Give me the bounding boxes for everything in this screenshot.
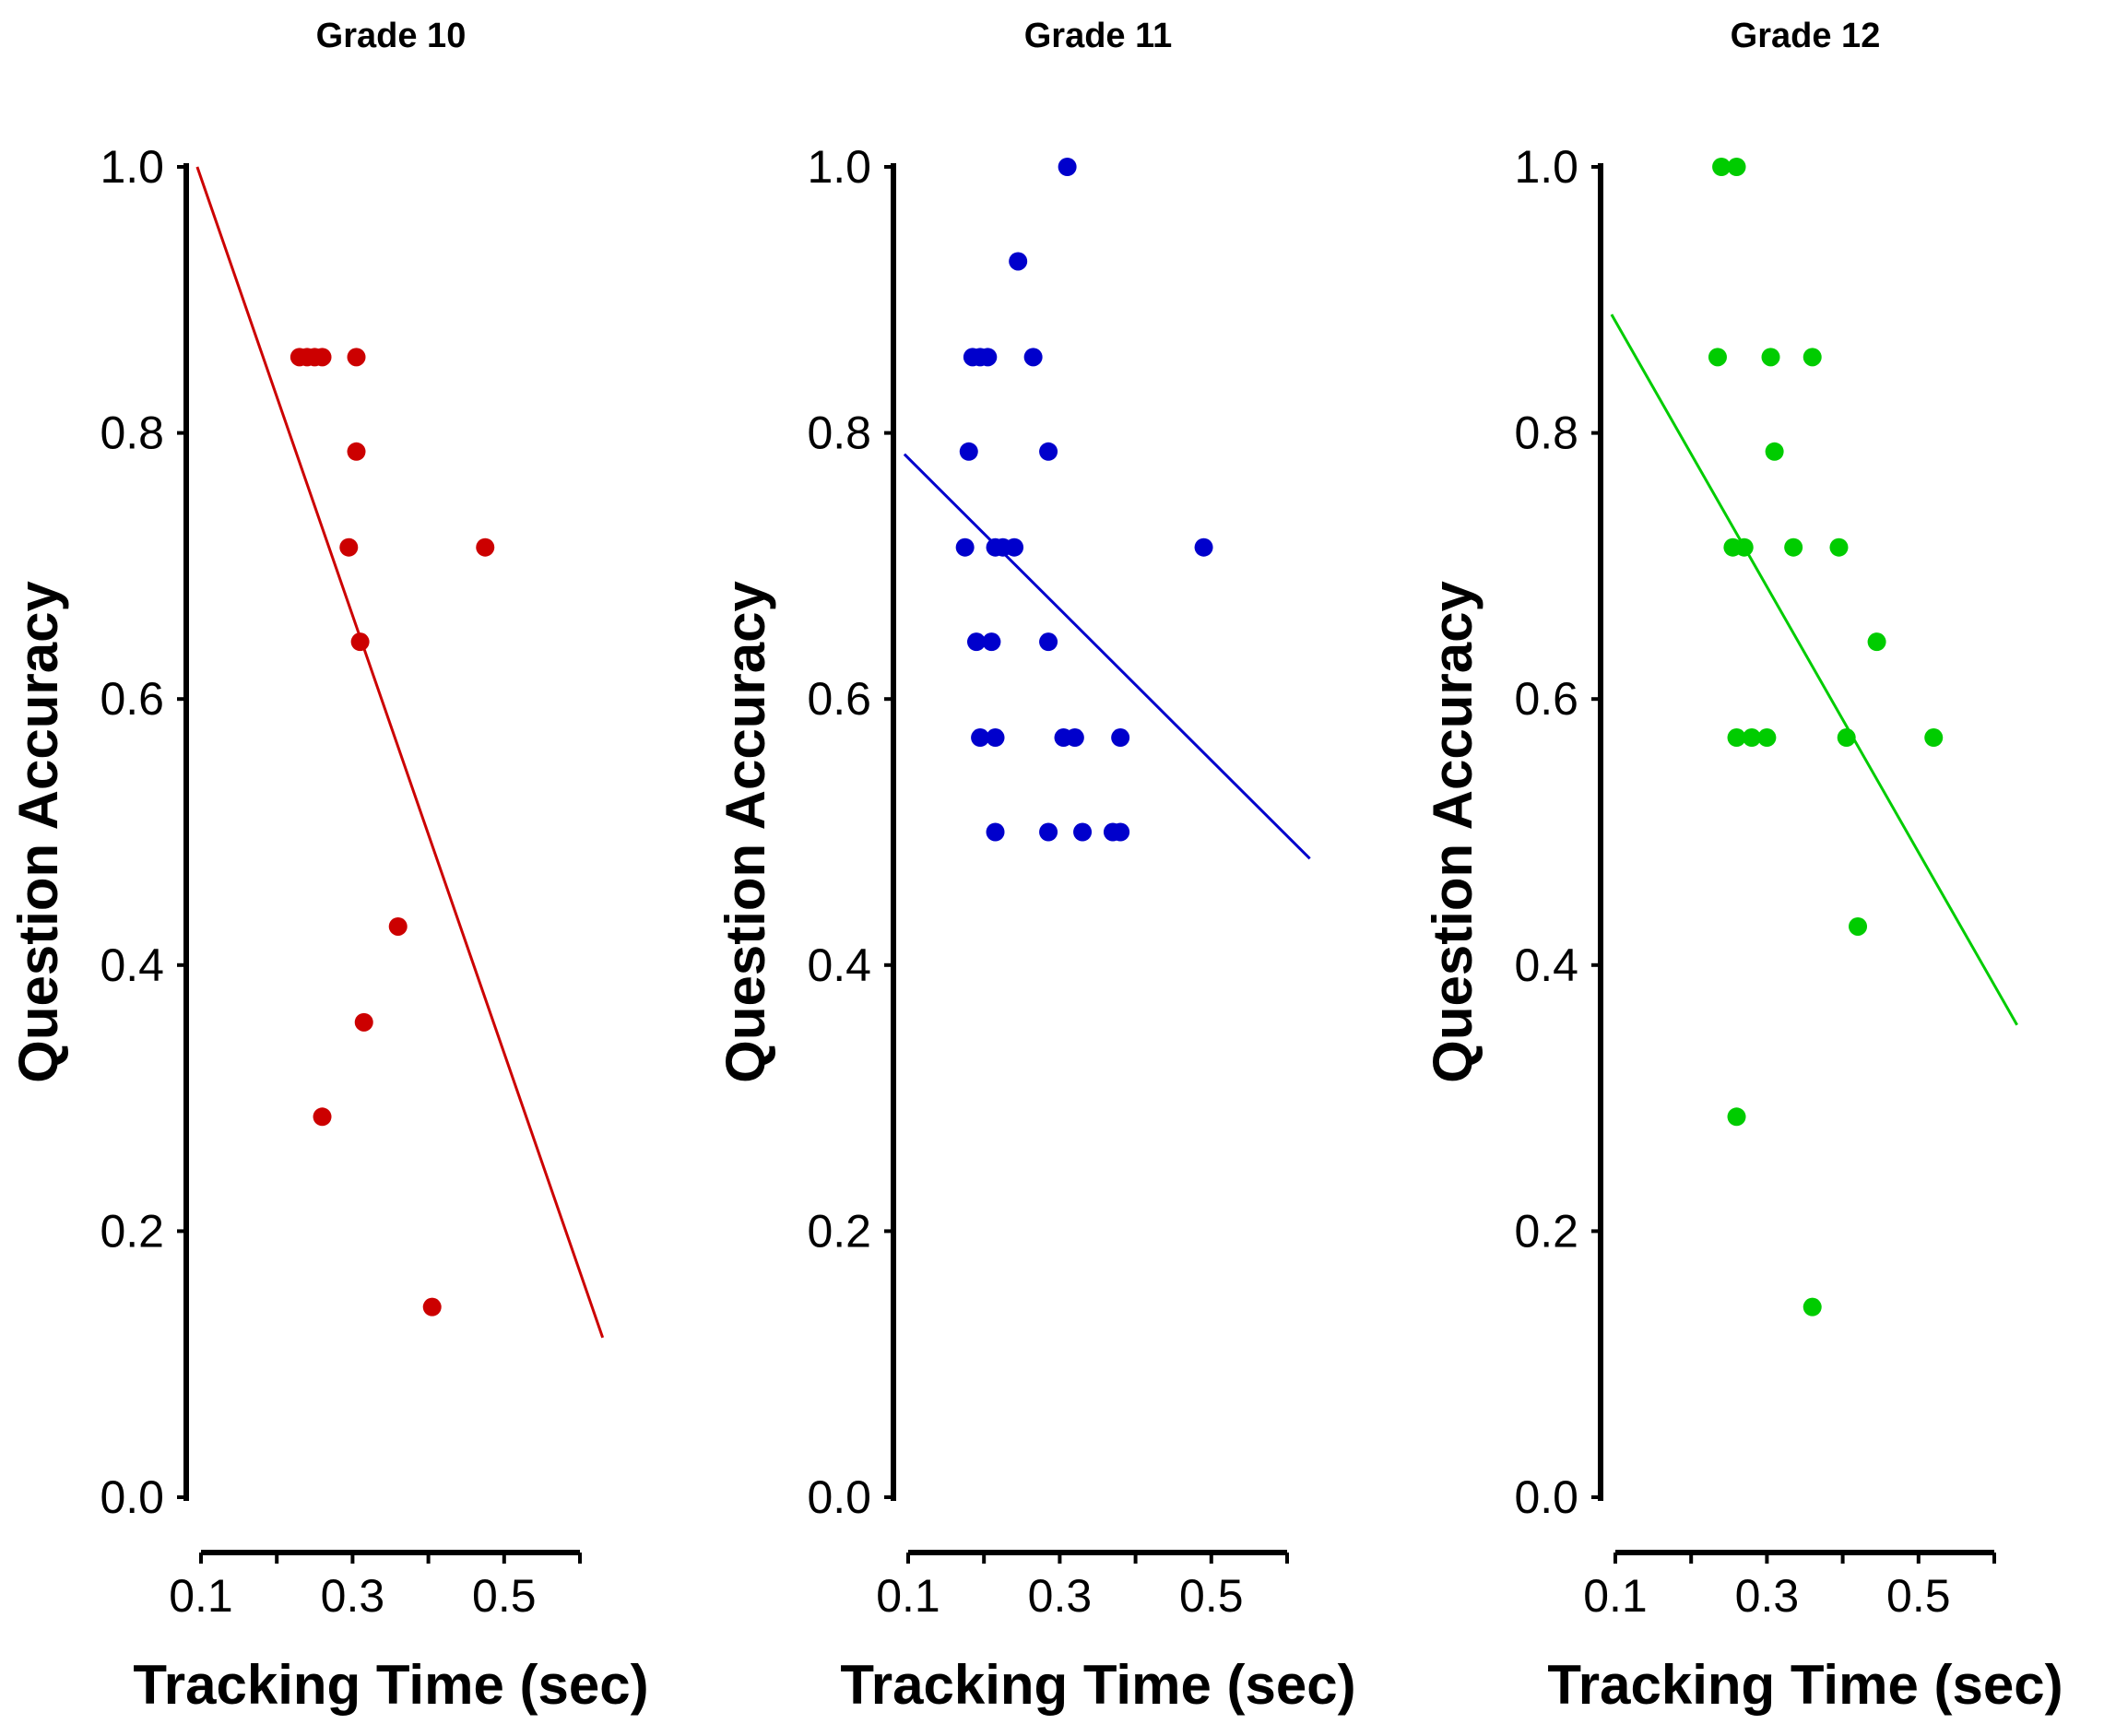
panel-title: Grade 12 bbox=[1731, 17, 1881, 55]
data-point bbox=[313, 1107, 332, 1127]
x-tick-label: 0.3 bbox=[1735, 1570, 1800, 1622]
x-axis-title: Tracking Time (sec) bbox=[1547, 1654, 2063, 1716]
data-point bbox=[1803, 348, 1822, 367]
y-tick-label: 0.2 bbox=[807, 1205, 871, 1257]
data-point bbox=[955, 537, 975, 557]
data-point bbox=[350, 632, 370, 652]
data-point bbox=[1712, 158, 1732, 176]
data-point bbox=[1727, 158, 1746, 176]
data-point bbox=[1023, 348, 1043, 367]
y-tick-label: 0.6 bbox=[807, 673, 871, 725]
x-tick-label: 0.1 bbox=[876, 1570, 940, 1622]
y-tick-label: 0.8 bbox=[100, 407, 164, 459]
x-tick-label: 0.1 bbox=[169, 1570, 233, 1622]
y-axis-title: Question Accuracy bbox=[1422, 581, 1483, 1083]
x-tick-label: 0.5 bbox=[1179, 1570, 1244, 1622]
panel-title: Grade 10 bbox=[316, 17, 467, 55]
data-point bbox=[1073, 822, 1093, 842]
data-point bbox=[1734, 537, 1754, 557]
data-point bbox=[422, 1297, 442, 1317]
data-point bbox=[986, 728, 1005, 748]
data-point bbox=[354, 1012, 373, 1032]
data-point bbox=[347, 442, 366, 461]
data-point bbox=[1784, 537, 1803, 557]
fit-line bbox=[903, 453, 1311, 860]
data-point bbox=[1058, 158, 1077, 176]
x-axis-title: Tracking Time (sec) bbox=[133, 1654, 648, 1716]
x-axis-title: Tracking Time (sec) bbox=[840, 1654, 1355, 1716]
y-tick-label: 0.2 bbox=[1514, 1205, 1578, 1257]
data-point bbox=[1757, 728, 1777, 748]
x-tick-label: 0.1 bbox=[1583, 1570, 1648, 1622]
y-tick-label: 0.4 bbox=[807, 939, 871, 991]
data-point bbox=[388, 916, 408, 936]
y-axis-title: Question Accuracy bbox=[7, 581, 69, 1083]
y-axis-title: Question Accuracy bbox=[715, 581, 776, 1083]
data-point bbox=[971, 728, 990, 748]
data-point bbox=[1039, 632, 1058, 652]
data-point bbox=[1742, 728, 1761, 748]
y-tick-label: 1.0 bbox=[1514, 141, 1578, 193]
data-point bbox=[1009, 252, 1028, 271]
data-point bbox=[1803, 1297, 1822, 1317]
data-point bbox=[476, 537, 495, 557]
y-tick-label: 0.4 bbox=[1514, 939, 1578, 991]
y-tick-label: 1.0 bbox=[100, 141, 164, 193]
y-tick-label: 0.4 bbox=[100, 939, 164, 991]
panel-title: Grade 11 bbox=[1024, 17, 1173, 55]
chart-panel-1: Grade 10 0.0 0.2 0.4 0.6 0.8 1.0 Question Accur… bbox=[7, 17, 649, 1716]
y-tick-label: 0.0 bbox=[1514, 1471, 1578, 1523]
chart-panel-2: Grade 11 0.0 0.2 0.4 0.6 0.8 1.0 Question Accur… bbox=[715, 17, 1356, 1716]
chart-panel-3: Grade 12 0.0 0.2 0.4 0.6 0.8 1.0 Question Accur… bbox=[1422, 17, 2063, 1716]
data-point bbox=[1039, 822, 1058, 842]
data-point bbox=[986, 822, 1005, 842]
data-point bbox=[1867, 632, 1886, 652]
x-tick-label: 0.5 bbox=[472, 1570, 537, 1622]
y-tick-label: 0.8 bbox=[807, 407, 871, 459]
x-tick-label: 0.3 bbox=[1028, 1570, 1093, 1622]
data-point bbox=[1765, 442, 1784, 461]
fit-line bbox=[195, 166, 605, 1339]
data-point bbox=[313, 348, 332, 367]
data-point bbox=[959, 442, 978, 461]
y-tick-label: 0.2 bbox=[100, 1205, 164, 1257]
data-point bbox=[1005, 537, 1024, 557]
data-point bbox=[1837, 728, 1856, 748]
data-point bbox=[1111, 822, 1130, 842]
data-point bbox=[978, 348, 998, 367]
data-point bbox=[339, 537, 359, 557]
data-point bbox=[1065, 728, 1084, 748]
x-tick-label: 0.5 bbox=[1886, 1570, 1951, 1622]
data-point bbox=[1924, 728, 1944, 748]
data-point bbox=[1039, 442, 1058, 461]
data-point bbox=[347, 348, 366, 367]
data-point bbox=[1849, 916, 1868, 936]
fit-line bbox=[1610, 313, 2018, 1026]
data-point bbox=[982, 632, 1001, 652]
data-point bbox=[966, 632, 986, 652]
y-tick-label: 0.0 bbox=[100, 1471, 164, 1523]
data-point bbox=[1727, 728, 1746, 748]
y-tick-label: 0.6 bbox=[100, 673, 164, 725]
data-point bbox=[1708, 348, 1727, 367]
data-point bbox=[1194, 537, 1213, 557]
data-point bbox=[1829, 537, 1849, 557]
x-tick-label: 0.3 bbox=[321, 1570, 385, 1622]
y-tick-label: 0.8 bbox=[1514, 407, 1578, 459]
data-point bbox=[1111, 728, 1130, 748]
data-point bbox=[1727, 1107, 1746, 1127]
y-tick-label: 1.0 bbox=[807, 141, 871, 193]
y-tick-label: 0.0 bbox=[807, 1471, 871, 1523]
data-point bbox=[1761, 348, 1780, 367]
y-tick-label: 0.6 bbox=[1514, 673, 1578, 725]
